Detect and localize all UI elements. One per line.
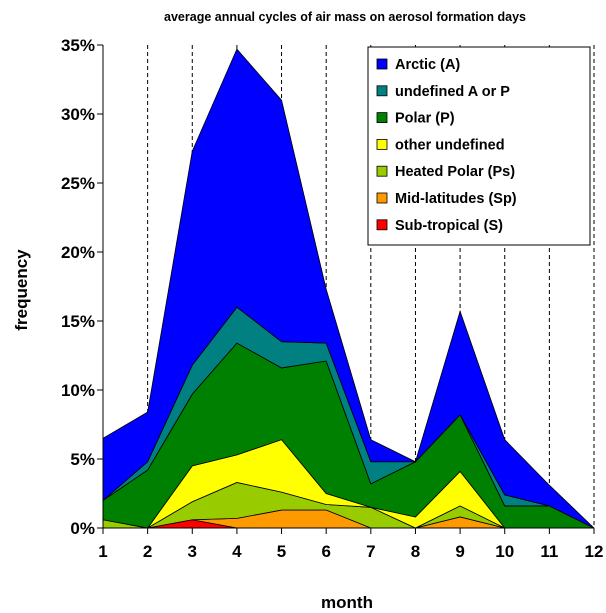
y-tick-label: 15%	[61, 312, 95, 331]
chart-title: average annual cycles of air mass on aer…	[164, 10, 526, 24]
x-tick-label: 5	[277, 542, 286, 561]
x-tick-label: 8	[411, 542, 420, 561]
x-tick-label: 12	[585, 542, 604, 561]
y-axis-label: frequency	[12, 249, 31, 331]
y-tick-label: 20%	[61, 243, 95, 262]
x-tick-labels: 1 2 3 4 5 6 7 8 9 10 11 12	[98, 528, 603, 561]
y-tick-label: 5%	[70, 450, 95, 469]
legend-label-undefined-a-or-p: undefined A or P	[395, 84, 510, 100]
legend-label-arctic-a: Arctic (A)	[395, 57, 460, 73]
legend-swatch-undefined-a-or-p	[376, 85, 388, 97]
x-tick-label: 6	[321, 542, 330, 561]
x-tick-label: 4	[232, 542, 242, 561]
x-axis-label: month	[321, 593, 373, 612]
x-tick-label: 7	[366, 542, 375, 561]
legend-swatch-heated-polar-ps	[376, 165, 388, 177]
y-tick-label: 0%	[70, 519, 95, 538]
legend-box	[367, 46, 591, 246]
legend-label-mid-latitudes-sp: Mid-latitudes (Sp)	[395, 191, 517, 207]
legend-label-sub-tropical-s: Sub-tropical (S)	[395, 218, 503, 234]
y-tick-label: 30%	[61, 105, 95, 124]
x-tick-label: 11	[540, 542, 558, 561]
x-tick-label: 9	[455, 542, 464, 561]
legend-swatch-other-undefined	[376, 138, 388, 150]
x-tick-label: 10	[495, 542, 514, 561]
legend-swatch-sub-tropical-s	[376, 219, 388, 231]
series-areas	[102, 48, 595, 529]
legend-swatch-arctic-a	[376, 58, 388, 70]
x-tick-label: 1	[98, 542, 107, 561]
axes	[102, 45, 594, 529]
y-tick-label: 35%	[61, 36, 95, 55]
y-tick-labels: 0% 5% 10% 15% 20% 25% 30% 35%	[61, 36, 103, 538]
area-arctic-a	[102, 48, 595, 529]
legend-swatch-polar-p	[376, 112, 388, 123]
legend-label-other-undefined: other undefined	[395, 137, 505, 153]
x-tick-label: 2	[143, 542, 152, 561]
x-tick-label: 3	[188, 542, 197, 561]
legend-label-polar-p: Polar (P)	[395, 111, 455, 127]
y-tick-label: 10%	[61, 381, 95, 400]
legend-label-heated-polar-ps: Heated Polar (Ps)	[395, 164, 515, 180]
legend: Arctic (A) undefined A or P Polar (P) other…	[367, 46, 591, 246]
legend-swatch-mid-latitudes-sp	[376, 192, 388, 204]
y-tick-label: 25%	[61, 174, 95, 193]
